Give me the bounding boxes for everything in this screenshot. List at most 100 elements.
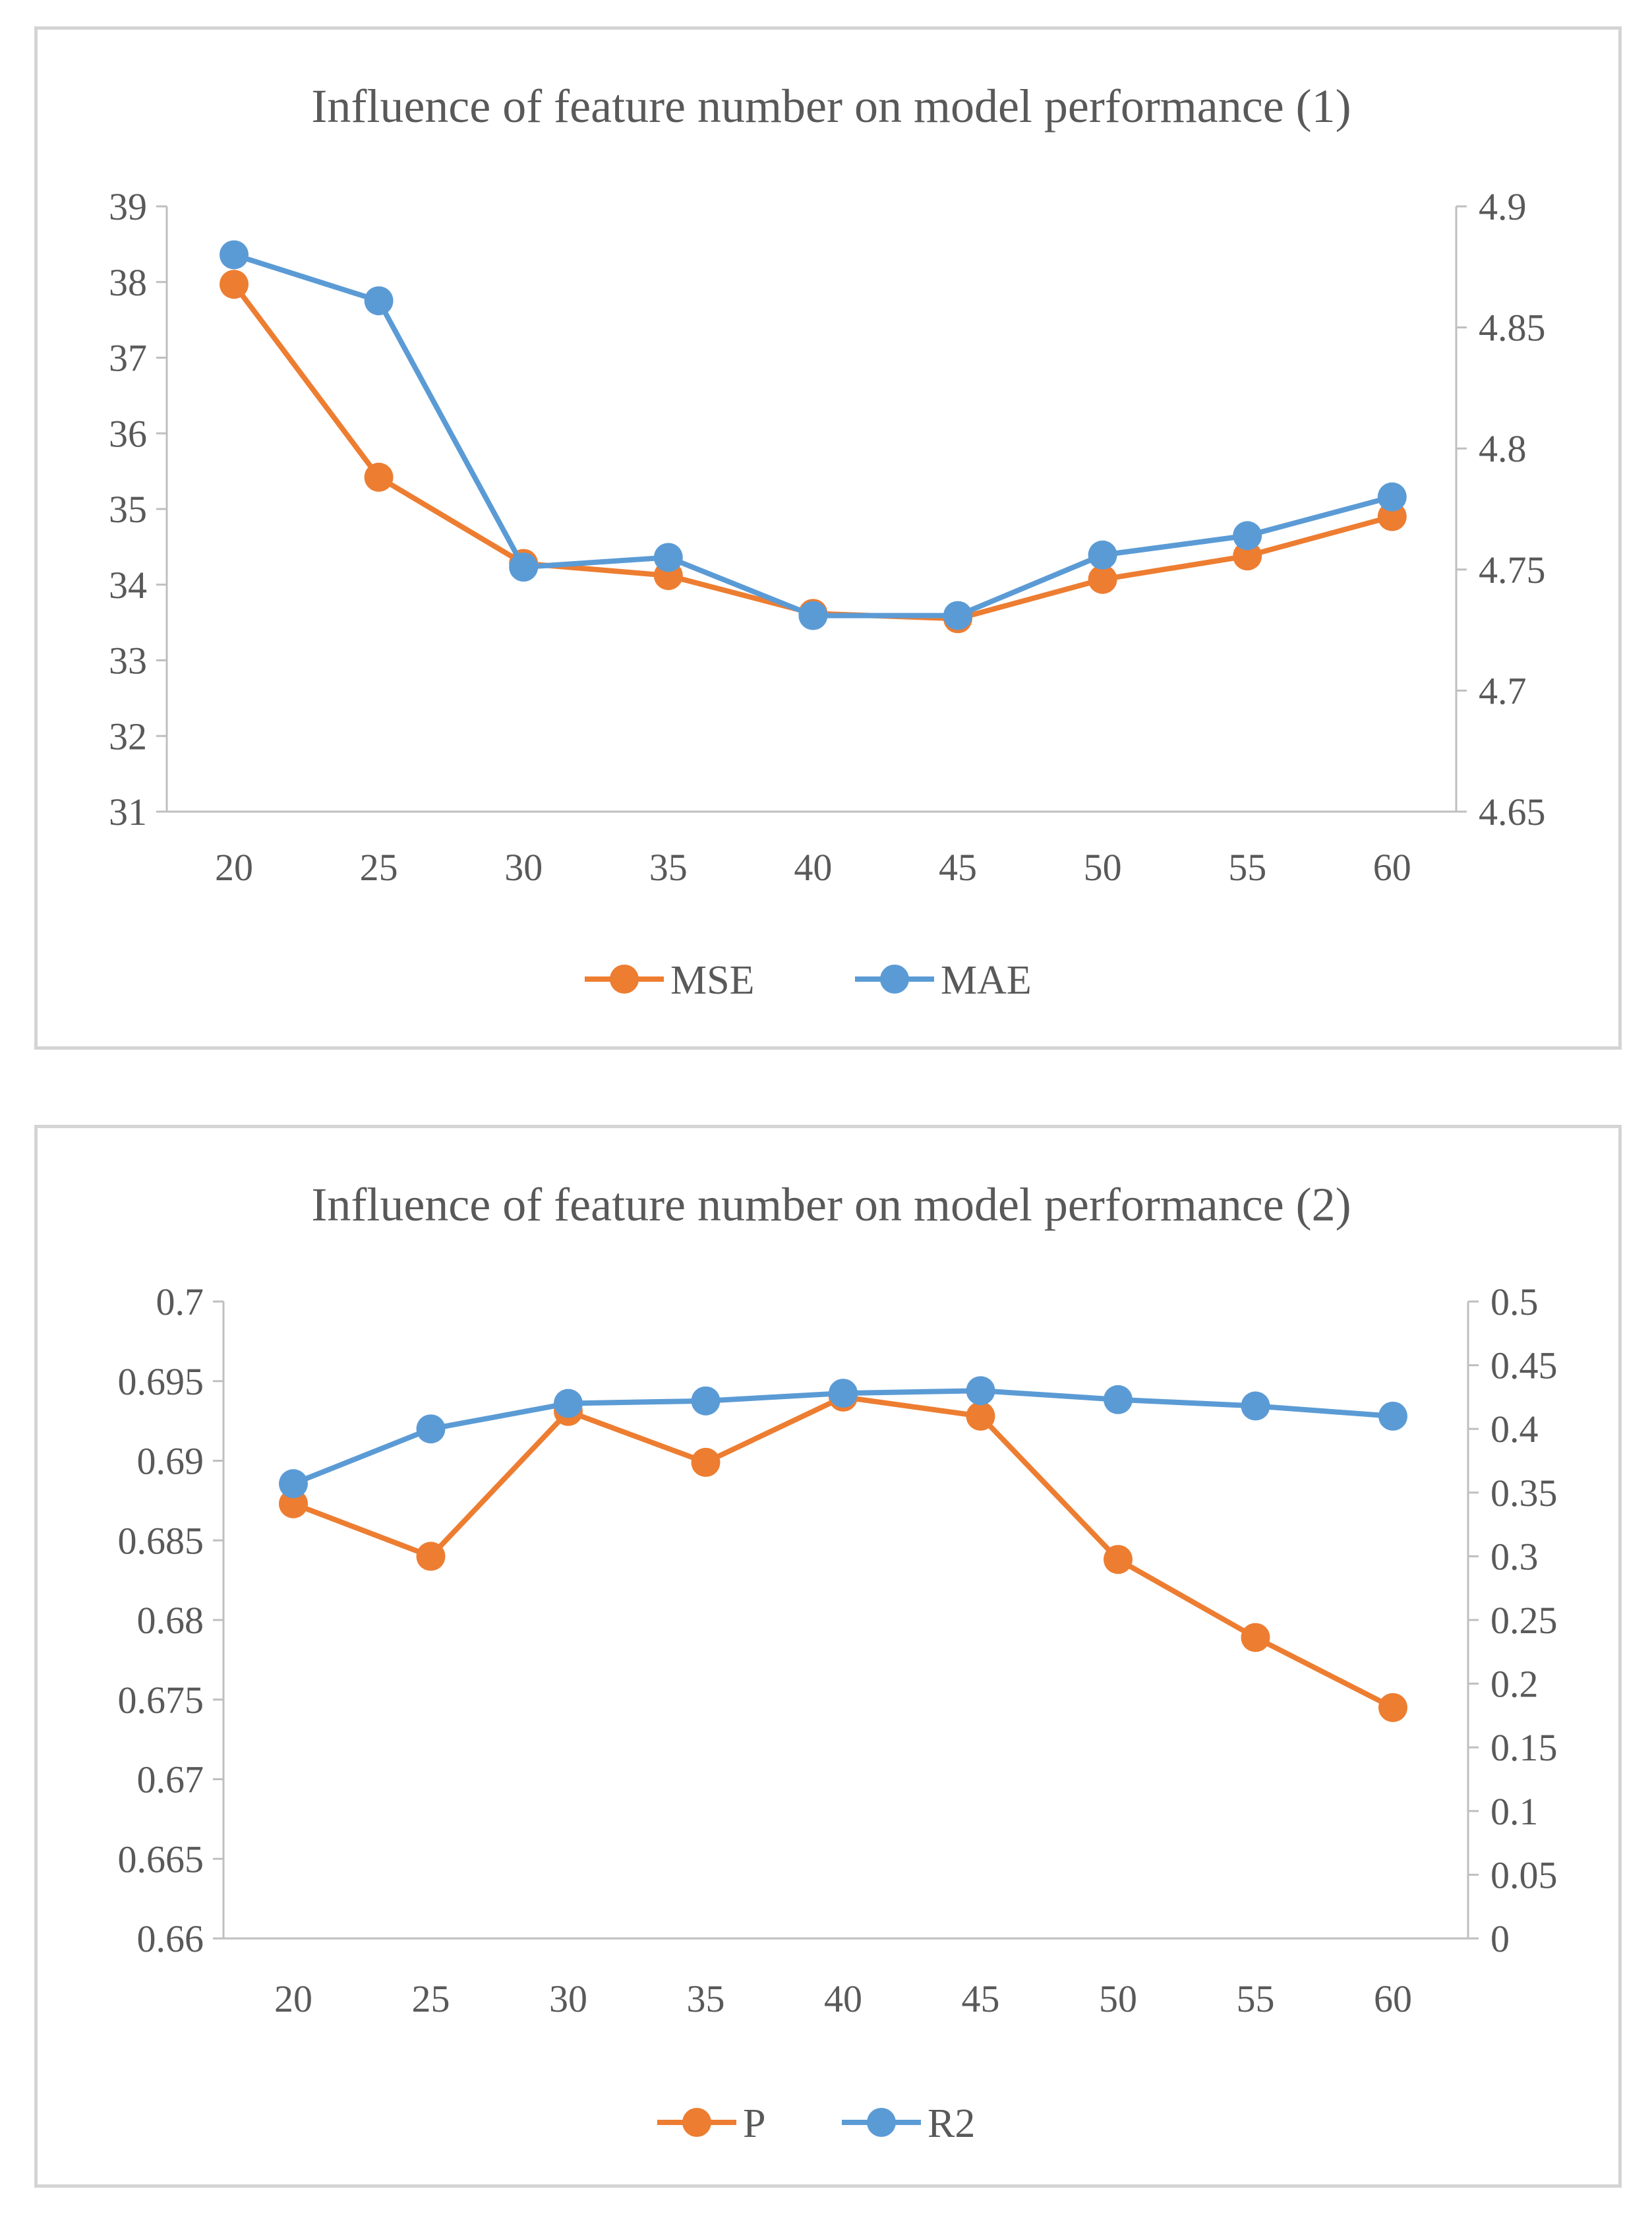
x-tick-label: 50	[1099, 1977, 1137, 2020]
left-tick-label: 31	[109, 791, 147, 833]
chart-panel-1: Influence of feature number on model per…	[34, 26, 1622, 1050]
right-tick-label: 0.1	[1490, 1790, 1539, 1833]
right-tick-label: 0.4	[1490, 1408, 1539, 1451]
left-tick-label: 37	[109, 337, 147, 380]
right-tick-label: 0.05	[1490, 1853, 1558, 1896]
data-point-mae	[509, 553, 539, 582]
data-point-mae	[653, 543, 683, 572]
right-tick-label: 0.2	[1490, 1663, 1539, 1706]
x-tick-label: 45	[962, 1977, 1000, 2020]
left-tick-label: 39	[109, 185, 147, 228]
right-tick-label: 0.15	[1490, 1726, 1558, 1769]
right-tick-label: 0	[1490, 1917, 1510, 1960]
right-tick-label: 4.7	[1479, 669, 1527, 712]
chart-panel-2: Influence of feature number on model per…	[34, 1125, 1622, 2188]
x-tick-label: 55	[1237, 1977, 1275, 2020]
data-point-r2	[691, 1386, 721, 1416]
data-point-mae	[364, 286, 394, 316]
x-tick-label: 35	[649, 846, 688, 889]
data-point-p	[966, 1401, 995, 1431]
x-tick-label: 35	[687, 1977, 725, 2020]
left-tick-label: 0.665	[118, 1838, 204, 1880]
data-point-p	[1241, 1623, 1270, 1652]
right-tick-label: 0.35	[1490, 1472, 1558, 1514]
left-tick-label: 35	[109, 488, 147, 531]
data-point-mae	[943, 601, 972, 630]
data-point-mae	[1233, 521, 1262, 551]
legend-label-mae: MAE	[941, 958, 1032, 1003]
data-point-p	[691, 1447, 721, 1477]
legend-marker-mae	[880, 965, 909, 994]
x-tick-label: 60	[1373, 846, 1411, 889]
data-point-r2	[279, 1469, 308, 1499]
x-tick-label: 45	[939, 846, 977, 889]
chart-2-title: Influence of feature number on model per…	[311, 1178, 1351, 1231]
data-point-r2	[416, 1414, 446, 1444]
left-tick-label: 0.69	[137, 1440, 204, 1483]
chart-2-svg: Influence of feature number on model per…	[118, 1178, 1558, 2146]
data-point-mae	[220, 240, 249, 270]
right-tick-label: 4.8	[1479, 427, 1527, 470]
x-tick-label: 50	[1084, 846, 1122, 889]
x-tick-label: 30	[504, 846, 543, 889]
legend-label-p: P	[743, 2101, 765, 2146]
left-tick-label: 0.675	[118, 1679, 204, 1722]
x-tick-label: 20	[215, 846, 253, 889]
left-tick-label: 0.695	[118, 1360, 204, 1403]
left-tick-label: 36	[109, 412, 147, 455]
data-point-p	[416, 1542, 446, 1571]
legend-marker-r2	[867, 2108, 896, 2137]
x-tick-label: 40	[794, 846, 832, 889]
chart-1-svg: Influence of feature number on model per…	[109, 80, 1546, 1003]
left-tick-label: 32	[109, 715, 147, 758]
data-point-r2	[966, 1376, 995, 1406]
data-point-mae	[1088, 540, 1117, 570]
series-line-p	[292, 1394, 1394, 1710]
left-tick-label: 34	[109, 564, 147, 607]
data-point-mse	[1088, 564, 1117, 594]
legend-marker-p	[682, 2108, 711, 2137]
chart-2-legend: P R2	[657, 2101, 975, 2146]
data-point-r2	[1104, 1385, 1133, 1414]
right-tick-label: 4.65	[1479, 791, 1546, 833]
data-point-r2	[829, 1379, 858, 1408]
right-tick-label: 4.85	[1479, 307, 1546, 349]
x-tick-label: 25	[412, 1977, 450, 2020]
right-tick-label: 0.5	[1490, 1280, 1539, 1323]
data-point-r2	[1378, 1401, 1407, 1431]
left-tick-label: 33	[109, 640, 147, 682]
left-tick-label: 0.67	[137, 1758, 204, 1801]
x-tick-label: 20	[274, 1977, 312, 2020]
data-point-mse	[220, 270, 249, 299]
left-tick-label: 0.7	[156, 1280, 204, 1323]
data-point-p	[279, 1489, 308, 1518]
data-point-mae	[798, 601, 828, 630]
legend-label-r2: R2	[928, 2101, 975, 2146]
right-tick-label: 0.3	[1490, 1535, 1539, 1578]
right-tick-label: 4.9	[1479, 185, 1527, 228]
x-tick-label: 60	[1374, 1977, 1412, 2020]
x-tick-label: 30	[549, 1977, 587, 2020]
left-tick-label: 0.66	[137, 1917, 204, 1960]
legend-label-mse: MSE	[670, 958, 754, 1003]
data-point-p	[1378, 1693, 1407, 1722]
data-point-r2	[554, 1389, 583, 1418]
x-tick-label: 25	[360, 846, 398, 889]
legend-marker-mse	[610, 965, 639, 994]
chart-1-legend: MSE MAE	[585, 958, 1032, 1003]
data-point-p	[1104, 1545, 1133, 1574]
left-tick-label: 0.685	[118, 1519, 204, 1562]
data-point-mse	[1233, 541, 1262, 571]
data-point-r2	[1241, 1391, 1270, 1421]
right-tick-label: 4.75	[1479, 549, 1546, 591]
x-tick-label: 40	[824, 1977, 862, 2020]
data-point-mse	[364, 462, 394, 492]
x-tick-label: 55	[1228, 846, 1266, 889]
left-tick-label: 0.68	[137, 1599, 204, 1642]
chart-1-title: Influence of feature number on model per…	[311, 80, 1351, 133]
series-line-mse	[231, 282, 1393, 622]
left-tick-label: 38	[109, 261, 147, 304]
right-tick-label: 0.45	[1490, 1344, 1558, 1387]
data-point-mae	[1377, 482, 1407, 512]
right-tick-label: 0.25	[1490, 1599, 1558, 1642]
